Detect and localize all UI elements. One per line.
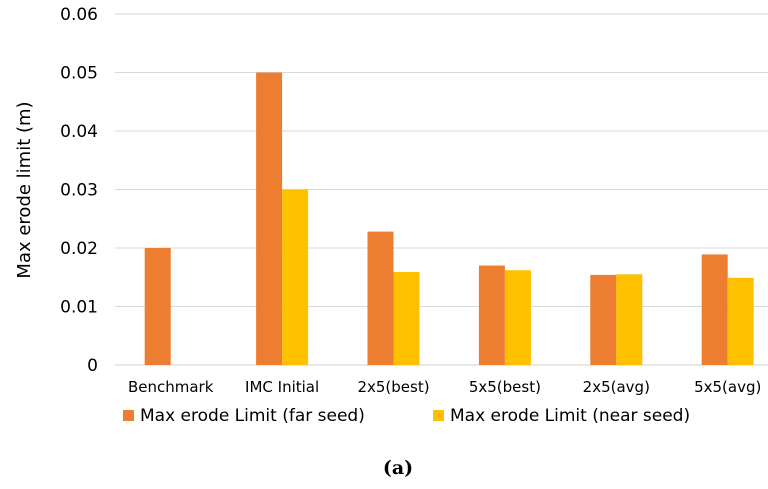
bar-near-seed [393, 271, 420, 365]
x-category-label: 5x5(avg) [694, 378, 761, 396]
y-tick-label: 0 [87, 356, 98, 376]
y-tick-label: 0.05 [60, 64, 98, 84]
x-category-label: 2x5(avg) [583, 378, 650, 396]
figure-caption: (a) [383, 457, 413, 479]
bar-far-seed [478, 265, 505, 365]
legend-swatch [433, 410, 444, 421]
legend-label: Max erode Limit (far seed) [140, 406, 365, 426]
bar-near-seed [727, 277, 754, 365]
bar-near-seed [282, 189, 309, 365]
bar-far-seed [590, 274, 617, 365]
y-tick-label: 0.02 [60, 239, 98, 259]
x-category-label: 2x5(best) [357, 378, 429, 396]
legend: Max erode Limit (far seed) Max erode Limi… [123, 406, 690, 426]
x-axis-labels: Benchmark IMC Initial 2x5(best) 5x5(best) 2x… [128, 378, 761, 396]
gridlines [115, 13, 768, 366]
x-category-label: Benchmark [128, 378, 214, 396]
x-category-label: IMC Initial [245, 378, 319, 396]
bar-far-seed [144, 248, 171, 365]
bar-far-seed [367, 231, 394, 365]
x-category-label: 5x5(best) [469, 378, 541, 396]
bar-near-seed [616, 274, 643, 365]
y-tick-label: 0.01 [60, 298, 98, 318]
bar-far-seed [701, 254, 728, 365]
y-tick-label: 0.04 [60, 122, 98, 142]
y-axis-title: Max erode limit (m) [14, 101, 35, 278]
y-tick-label: 0.06 [60, 5, 98, 25]
bars [144, 72, 754, 365]
y-tick-label: 0.03 [60, 181, 98, 201]
bar-far-seed [256, 72, 283, 365]
legend-swatch [123, 410, 134, 421]
y-axis-ticks: 0 0.01 0.02 0.03 0.04 0.05 0.06 [60, 5, 98, 376]
legend-label: Max erode Limit (near seed) [450, 406, 690, 426]
bar-near-seed [504, 270, 531, 365]
